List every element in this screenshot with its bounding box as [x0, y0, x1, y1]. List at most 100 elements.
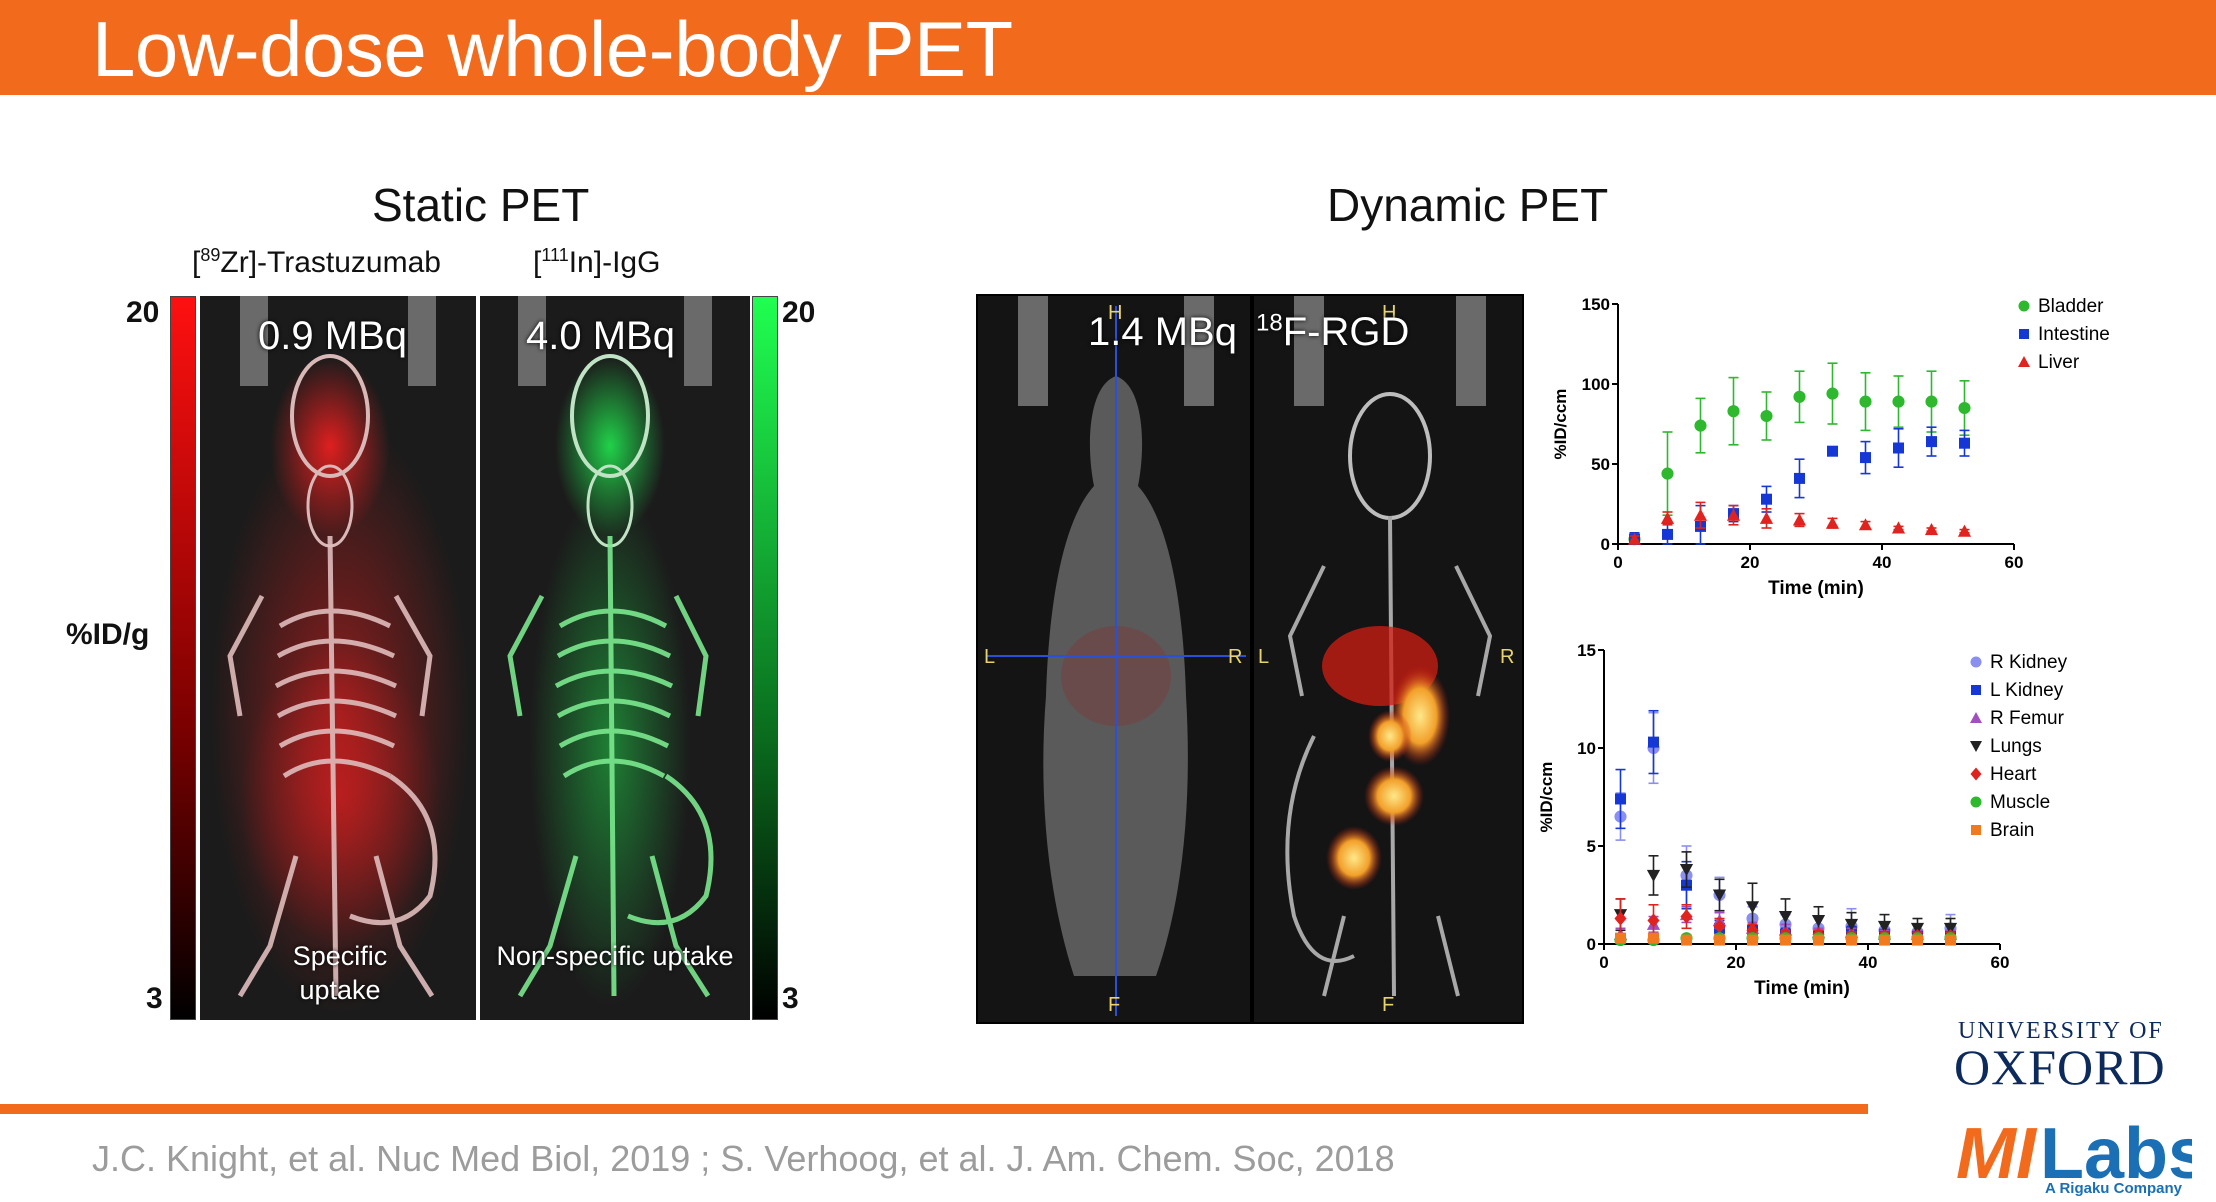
static-unit-label: %ID/g: [66, 618, 150, 651]
reference-text: J.C. Knight, et al. Nuc Med Biol, 2019 ;…: [92, 1138, 1395, 1179]
tracer-zr-pre: [: [192, 246, 201, 279]
liver-point: [1825, 516, 1840, 529]
muscle-legend-marker: [1970, 796, 1982, 808]
brain-point: [1780, 934, 1791, 946]
brain-legend-marker: [1971, 825, 1981, 835]
y-tick-label: 5: [1587, 837, 1596, 856]
liver-point: [1858, 518, 1873, 531]
dynamic-pet-heading: Dynamic PET: [1327, 179, 1609, 231]
x-axis-label: Time (min): [1754, 978, 1850, 999]
tracer-in-pre: [: [533, 246, 542, 279]
mouse-skeleton-red: [210, 296, 470, 1016]
oxford-logo-main: OXFORD: [1954, 1039, 2166, 1095]
brain-point: [1846, 934, 1857, 946]
dynamic-tracer: 18F-RGD: [1256, 310, 1409, 355]
liver-point: [1792, 513, 1807, 526]
orient-right-pet: R: [1500, 646, 1515, 668]
l-kidney-legend-marker: [1971, 685, 1981, 695]
lungs-point: [1910, 922, 1925, 935]
brain-point: [1813, 934, 1824, 946]
r-kidney-legend-label: R Kidney: [1990, 652, 2068, 673]
lungs-point: [1844, 918, 1859, 931]
heart-point: [1680, 909, 1693, 924]
bladder-point: [1694, 419, 1707, 432]
bladder-point: [1661, 467, 1674, 480]
liver-point: [1759, 511, 1774, 524]
mouse-pet-fused: [1285, 296, 1493, 997]
y-tick-label: 0: [1587, 935, 1596, 954]
slide-title: Low-dose whole-body PET: [92, 5, 1013, 93]
l-kidney-point: [1648, 736, 1659, 748]
mouse-ct-grey: [986, 296, 1246, 1016]
milabs-logo-labs: Labs: [2040, 1114, 2192, 1194]
heart-legend-label: Heart: [1990, 764, 2037, 785]
pet-image-zr-trastuzumab: 0.9 MBq Specific uptake: [200, 296, 476, 1020]
brain-point: [1648, 932, 1659, 944]
green-scale-min: 3: [782, 982, 799, 1015]
intestine-point: [1827, 445, 1838, 457]
liver-point: [1924, 523, 1939, 536]
green-colorbar: [752, 296, 778, 1020]
orient-top-ct: H: [1108, 302, 1123, 324]
orient-bottom-ct: F: [1108, 994, 1121, 1016]
milabs-logo-mi: MI: [1956, 1114, 2038, 1194]
x-tick-label: 40: [1859, 953, 1878, 972]
brain-point: [1747, 934, 1758, 946]
footer-divider: [0, 1104, 1868, 1114]
x-tick-label: 20: [1727, 953, 1746, 972]
liver-point: [1693, 508, 1708, 521]
liver-point: [1627, 532, 1642, 545]
pet-caption-nonspecific: Non-specific uptake: [496, 941, 734, 971]
y-axis-label: %ID/ccm: [1540, 762, 1556, 833]
liver-point: [1891, 521, 1906, 534]
intestine-point: [1860, 452, 1871, 464]
lungs-point: [1679, 864, 1694, 877]
heart-legend-marker: [1970, 767, 1982, 781]
dynamic-pet-ct-panel: H F L R: [976, 294, 1252, 1024]
x-tick-label: 0: [1599, 953, 1608, 972]
lungs-point: [1712, 889, 1727, 902]
y-axis-label: %ID/ccm: [1551, 389, 1570, 460]
bladder-legend-marker: [2018, 300, 2030, 312]
intestine-point: [1761, 493, 1772, 505]
rigaku-tagline: A Rigaku Company: [2045, 1180, 2182, 1197]
r-femur-legend-label: R Femur: [1990, 708, 2065, 729]
intestine-point: [1794, 472, 1805, 484]
y-tick-label: 100: [1582, 375, 1610, 394]
tracer-zr-sup: 89: [200, 245, 221, 265]
static-pet-heading: Static PET: [372, 179, 590, 231]
x-tick-label: 60: [1991, 953, 2010, 972]
intestine-point: [1959, 437, 1970, 449]
y-tick-label: 10: [1577, 739, 1596, 758]
red-colorbar: [170, 296, 196, 1020]
heart-point: [1746, 923, 1759, 938]
lungs-point: [1745, 901, 1760, 914]
y-tick-label: 15: [1577, 641, 1596, 660]
title-bar: Low-dose whole-body PET: [0, 0, 2216, 95]
y-tick-label: 150: [1582, 295, 1610, 314]
bladder-point: [1760, 409, 1773, 423]
muscle-legend-label: Muscle: [1990, 792, 2050, 813]
r-kidney-legend-marker: [1970, 656, 1982, 668]
liver-point: [1957, 524, 1972, 537]
chart-organ-uptake-2: 0 20 40 60 0 5 10 15 Time (min) %ID/ccm R Kidney L …: [1537, 640, 2180, 1012]
lungs-point: [1811, 914, 1826, 928]
brain-point: [1879, 934, 1890, 946]
bladder-point: [1892, 395, 1905, 408]
bladder-point: [1859, 395, 1872, 408]
dynamic-tracer-post: F-RGD: [1282, 310, 1410, 354]
bladder-point: [1727, 405, 1740, 418]
red-scale-max: 20: [126, 296, 160, 329]
orient-bottom-pet: F: [1382, 994, 1395, 1016]
bladder-point: [1826, 387, 1839, 400]
intestine-point: [1662, 528, 1673, 540]
tracer-label-in: [111In]-IgG: [533, 246, 660, 280]
x-tick-label: 20: [1741, 553, 1760, 572]
brain-point: [1714, 934, 1725, 946]
tracer-in-sup: 111: [541, 245, 569, 265]
dynamic-tracer-sup: 18: [1256, 309, 1283, 337]
liver-legend-marker: [2018, 356, 2030, 367]
heart-point: [1614, 911, 1627, 926]
y-tick-label: 50: [1591, 455, 1610, 474]
orient-left-ct: L: [984, 646, 996, 668]
